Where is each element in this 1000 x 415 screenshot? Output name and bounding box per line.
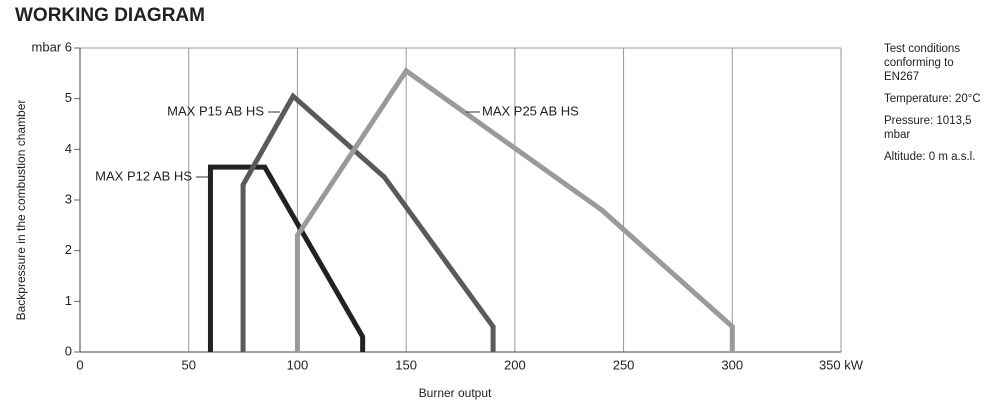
y-axis-label: Backpressure in the combustion chamber xyxy=(14,100,28,321)
x-tick-label: 0 xyxy=(76,357,83,372)
x-tick-label: 50 xyxy=(181,357,195,372)
y-tick-label: 2 xyxy=(65,242,72,257)
x-tick-label: 150 xyxy=(395,357,417,372)
note: Pressure: 1013,5 mbar xyxy=(884,115,972,141)
note: Temperature: 20°C xyxy=(884,93,981,105)
test-conditions: Test conditions conforming to EN267 Tempe… xyxy=(884,42,984,172)
y-tick-label: 4 xyxy=(65,141,72,156)
y-tick-label: 5 xyxy=(65,90,72,105)
series-label: MAX P25 AB HS xyxy=(482,103,579,118)
y-tick-label: 3 xyxy=(65,191,72,206)
series-line xyxy=(240,92,496,352)
series-label: MAX P15 AB HS xyxy=(167,103,264,118)
x-tick-label: 100 xyxy=(287,357,309,372)
x-tick-label: 350 kW xyxy=(819,357,864,372)
series-line xyxy=(207,164,366,352)
note: Altitude: 0 m a.s.l. xyxy=(884,151,976,163)
y-tick-label: 1 xyxy=(65,293,72,308)
y-tick-label: 0 xyxy=(65,343,72,358)
chart-title: WORKING DIAGRAM xyxy=(15,5,205,26)
y-tick-label: mbar 6 xyxy=(32,39,72,54)
x-tick-label: 200 xyxy=(504,357,526,372)
x-tick-label: 300 xyxy=(721,357,743,372)
series-line xyxy=(294,67,735,352)
note: Test conditions conforming to EN267 xyxy=(884,43,961,83)
x-tick-label: 250 xyxy=(613,357,635,372)
series-label: MAX P12 AB HS xyxy=(95,168,192,183)
x-axis-label: Burner output xyxy=(419,386,492,400)
